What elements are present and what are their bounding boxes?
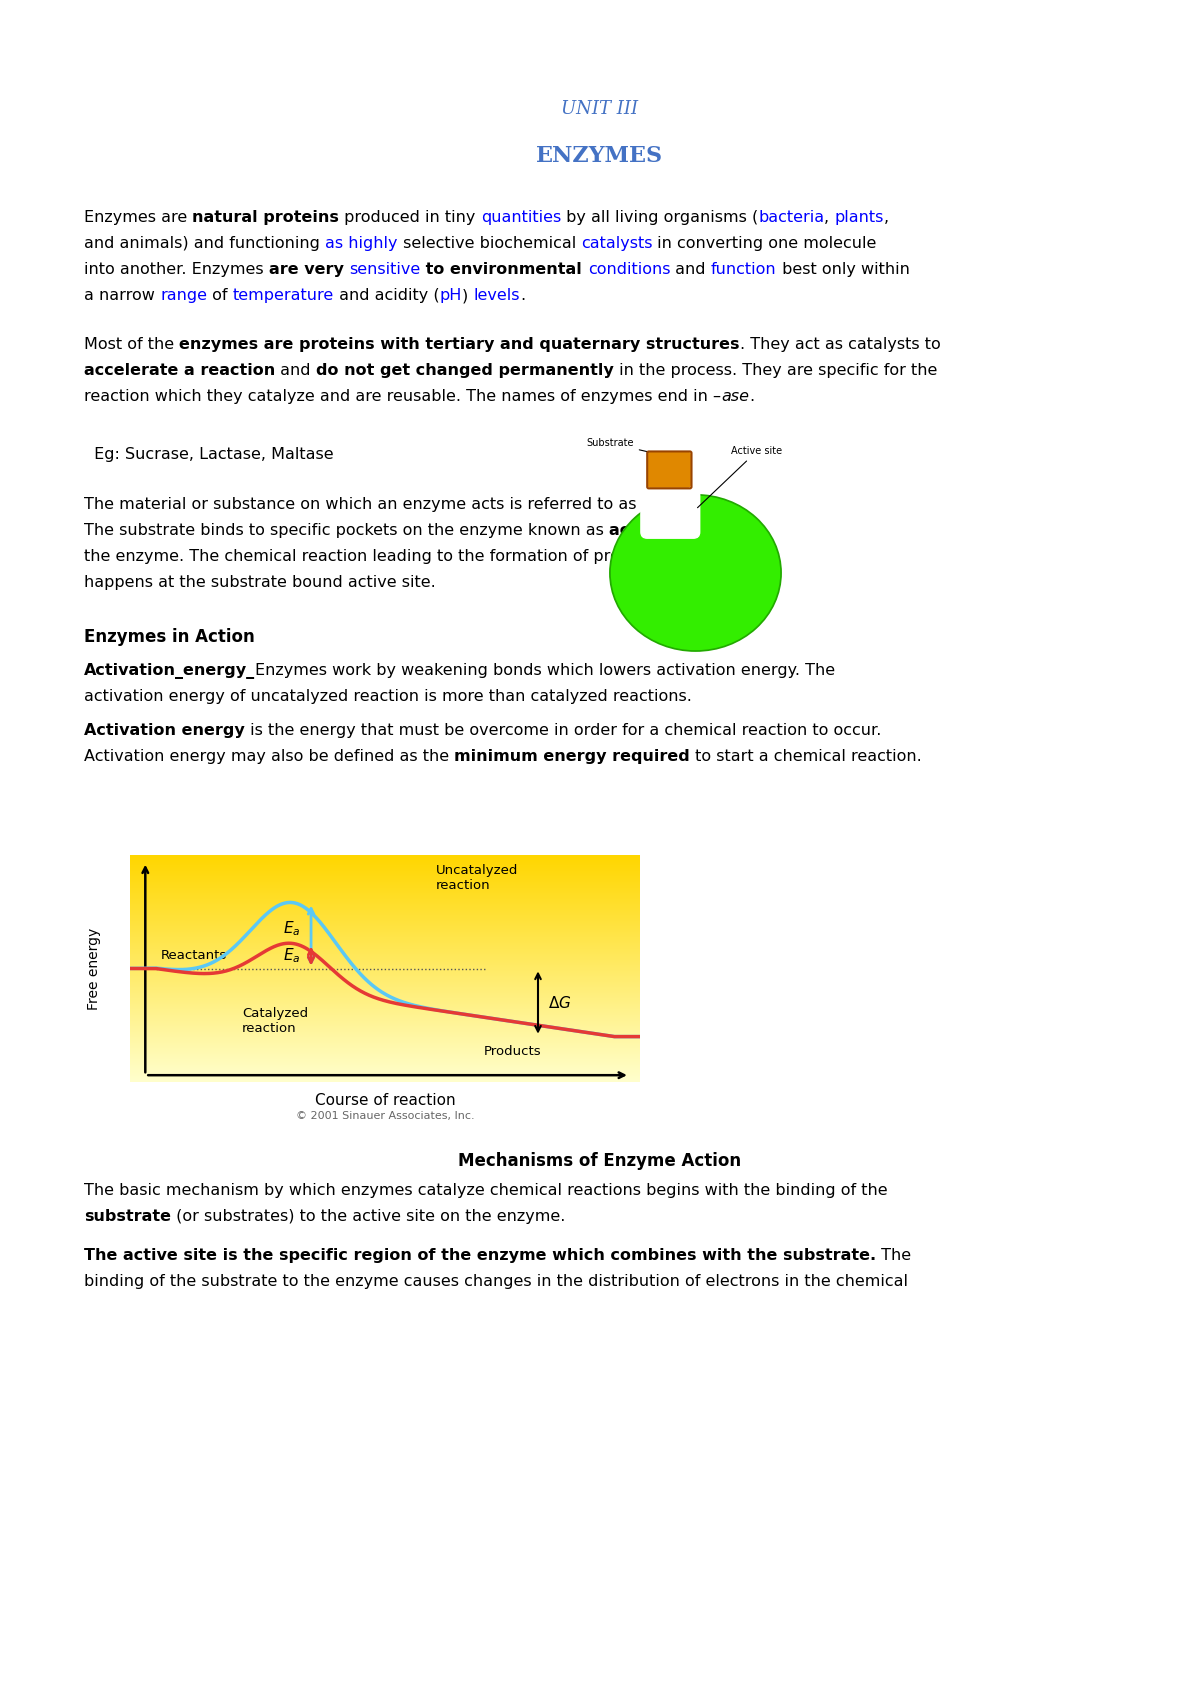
Text: accelerate a reaction: accelerate a reaction — [84, 363, 275, 379]
Text: The active site is the specific region of the enzyme which combines with the sub: The active site is the specific region o… — [84, 1248, 876, 1263]
Text: sensitive: sensitive — [349, 261, 420, 277]
Text: best only within: best only within — [776, 261, 910, 277]
Text: produced in tiny: produced in tiny — [340, 211, 481, 226]
Text: pH: pH — [439, 289, 462, 302]
Text: Mechanisms of Enzyme Action: Mechanisms of Enzyme Action — [458, 1151, 742, 1170]
Text: The: The — [876, 1248, 911, 1263]
Text: bacteria: bacteria — [758, 211, 824, 226]
Text: and: and — [671, 261, 710, 277]
Text: the enzyme. The chemical reaction leading to the formation of products: the enzyme. The chemical reaction leadin… — [84, 548, 664, 564]
Text: range: range — [160, 289, 208, 302]
Text: in converting one molecule: in converting one molecule — [653, 236, 877, 251]
Text: UNIT III: UNIT III — [562, 100, 638, 117]
Text: are very: are very — [269, 261, 349, 277]
Text: binding of the substrate to the enzyme causes changes in the distribution of ele: binding of the substrate to the enzyme c… — [84, 1274, 908, 1289]
Text: The substrate binds to specific pockets on the enzyme known as: The substrate binds to specific pockets … — [84, 523, 610, 538]
Text: and animals) and functioning: and animals) and functioning — [84, 236, 325, 251]
Text: Catalyzed
reaction: Catalyzed reaction — [242, 1007, 308, 1036]
Text: . They act as catalysts to: . They act as catalysts to — [739, 336, 941, 351]
Text: plants: plants — [835, 211, 884, 226]
Text: .: . — [749, 389, 754, 404]
Text: .: . — [520, 289, 524, 302]
Text: and acidity (: and acidity ( — [334, 289, 439, 302]
Text: active site: active site — [610, 523, 703, 538]
Text: Active site: Active site — [697, 447, 782, 508]
Text: into another. Enzymes: into another. Enzymes — [84, 261, 269, 277]
Text: to: to — [420, 261, 450, 277]
Text: catalysts: catalysts — [581, 236, 653, 251]
Text: quantities: quantities — [481, 211, 562, 226]
Text: natural proteins: natural proteins — [192, 211, 340, 226]
Text: minimum energy required: minimum energy required — [455, 749, 690, 764]
Text: happens at the substrate bound active site.: happens at the substrate bound active si… — [84, 576, 436, 589]
Text: $E_a$: $E_a$ — [283, 919, 300, 937]
Text: activation energy of uncatalyzed reaction is more than catalyzed reactions.: activation energy of uncatalyzed reactio… — [84, 689, 692, 705]
Text: to start a chemical reaction.: to start a chemical reaction. — [690, 749, 922, 764]
Text: is the energy that must be overcome in order for a chemical reaction to occur.: is the energy that must be overcome in o… — [245, 723, 881, 739]
Text: substrate: substrate — [84, 1209, 172, 1224]
Text: © 2001 Sinauer Associates, Inc.: © 2001 Sinauer Associates, Inc. — [295, 1110, 474, 1121]
FancyBboxPatch shape — [648, 452, 690, 487]
FancyBboxPatch shape — [641, 481, 700, 538]
Text: The material or substance on which an enzyme acts is referred to as: The material or substance on which an en… — [84, 498, 642, 513]
Text: Reactants: Reactants — [161, 949, 227, 963]
Text: Products: Products — [484, 1044, 541, 1058]
Text: Course of reaction: Course of reaction — [314, 1094, 455, 1109]
Text: Activation energy may also be defined as the: Activation energy may also be defined as… — [84, 749, 455, 764]
Text: $\Delta G$: $\Delta G$ — [548, 995, 571, 1010]
Text: Enzymes work by weakening bonds which lowers activation energy. The: Enzymes work by weakening bonds which lo… — [256, 662, 835, 678]
Text: ,: , — [824, 211, 835, 226]
Text: Free energy: Free energy — [88, 927, 101, 1010]
Text: environmental: environmental — [450, 261, 588, 277]
Text: of: of — [703, 523, 724, 538]
Text: conditions: conditions — [588, 261, 671, 277]
Text: ENZYMES: ENZYMES — [536, 144, 664, 166]
Text: of: of — [208, 289, 233, 302]
Text: temperature: temperature — [233, 289, 334, 302]
Text: Substrate: Substrate — [587, 438, 658, 453]
Text: selective biochemical: selective biochemical — [397, 236, 581, 251]
Text: by all living organisms (: by all living organisms ( — [562, 211, 758, 226]
Text: as highly: as highly — [325, 236, 397, 251]
Text: $E_a$: $E_a$ — [283, 947, 300, 966]
Text: Enzymes in Action: Enzymes in Action — [84, 628, 254, 645]
Text: enzymes are proteins with tertiary and quaternary structures: enzymes are proteins with tertiary and q… — [179, 336, 739, 351]
Text: in the process. They are specific for the: in the process. They are specific for th… — [613, 363, 937, 379]
Text: levels: levels — [473, 289, 520, 302]
Text: Activation_energy_: Activation_energy_ — [84, 662, 256, 679]
Text: The basic mechanism by which enzymes catalyze chemical reactions begins with the: The basic mechanism by which enzymes cat… — [84, 1184, 888, 1199]
Text: do not get changed permanently: do not get changed permanently — [316, 363, 613, 379]
Text: a narrow: a narrow — [84, 289, 160, 302]
Text: Activation energy: Activation energy — [84, 723, 245, 739]
Text: (or substrates) to the active site on the enzyme.: (or substrates) to the active site on th… — [172, 1209, 565, 1224]
Text: Eg: Sucrase, Lactase, Maltase: Eg: Sucrase, Lactase, Maltase — [89, 447, 334, 462]
Text: ): ) — [462, 289, 473, 302]
Text: ,: , — [884, 211, 889, 226]
Text: ase: ase — [721, 389, 749, 404]
Text: Uncatalyzed
reaction: Uncatalyzed reaction — [436, 864, 518, 891]
Text: substrate.: substrate. — [642, 498, 734, 513]
Text: Enzymes are: Enzymes are — [84, 211, 192, 226]
Text: Most of the: Most of the — [84, 336, 179, 351]
Ellipse shape — [612, 496, 780, 649]
Text: and: and — [275, 363, 316, 379]
Text: reaction which they catalyze and are reusable. The names of enzymes end in –: reaction which they catalyze and are reu… — [84, 389, 721, 404]
Text: function: function — [710, 261, 776, 277]
